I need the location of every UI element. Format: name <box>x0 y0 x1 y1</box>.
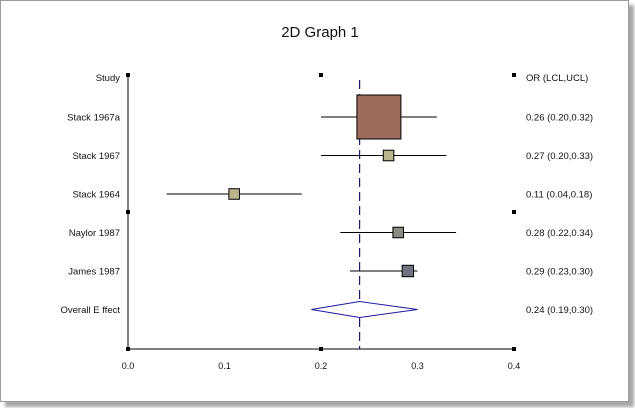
corner-marker <box>319 347 323 351</box>
corner-marker <box>126 73 130 77</box>
corner-marker <box>512 347 516 351</box>
study-estimate-text: 0.27 (0.20,0.33) <box>526 151 593 162</box>
study-estimate-text: 0.28 (0.22,0.34) <box>526 228 593 239</box>
overall-estimate-text: 0.24 (0.19,0.30) <box>526 305 593 316</box>
study-label: James 1987 <box>68 267 120 278</box>
chart-title: 2D Graph 1 <box>281 24 359 41</box>
corner-marker <box>126 347 130 351</box>
study-marker <box>382 149 395 162</box>
study-estimate-text: 0.26 (0.20,0.32) <box>526 113 593 124</box>
corner-marker <box>319 73 323 77</box>
or-column-header: OR (LCL,UCL) <box>526 73 588 84</box>
x-tick-label: 0.2 <box>315 361 328 371</box>
study-label: Stack 1967 <box>72 151 120 162</box>
study-label: Stack 1964 <box>72 190 120 201</box>
overall-effect-diamond <box>311 300 418 319</box>
x-tick-label: 0.4 <box>508 361 521 371</box>
study-estimate-text: 0.29 (0.23,0.30) <box>526 267 593 278</box>
corner-marker <box>512 210 516 214</box>
corner-marker <box>512 73 516 77</box>
study-marker <box>392 226 404 239</box>
study-marker <box>356 94 402 140</box>
graph-frame <box>0 0 629 402</box>
study-column-header: Study <box>96 73 121 84</box>
x-tick-label: 0.3 <box>411 361 424 371</box>
study-estimate-text: 0.11 (0.04,0.18) <box>526 190 592 201</box>
study-marker <box>228 188 240 200</box>
overall-label: Overall E ffect <box>61 305 121 316</box>
study-label: Stack 1967a <box>67 113 121 124</box>
study-label: Naylor 1987 <box>69 228 120 239</box>
study-marker <box>401 264 415 278</box>
corner-marker <box>126 210 130 214</box>
x-tick-label: 0.1 <box>218 361 231 371</box>
x-tick-label: 0.0 <box>122 361 135 371</box>
